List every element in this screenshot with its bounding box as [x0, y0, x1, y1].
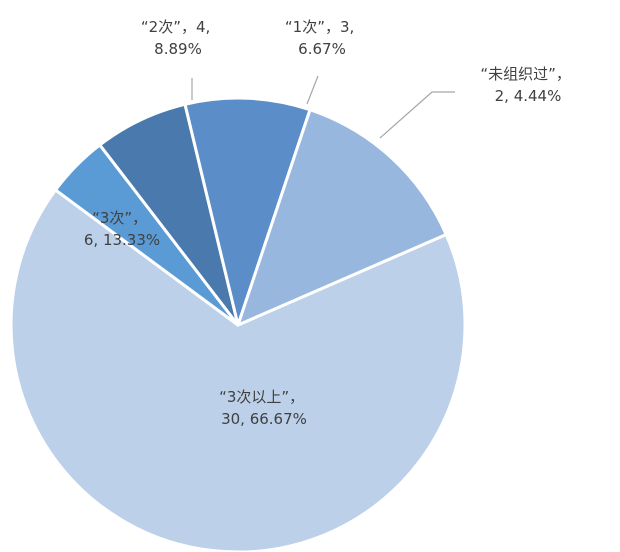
- leader-line-weizuzhiguo: [379, 91, 455, 139]
- data-labels: “3次以上”， 30, 66.67% “未组织过”， 2, 4.44% “1次”…: [84, 18, 575, 428]
- leader-lines: [191, 75, 455, 139]
- pie-slice-3ci-yishang: [9, 188, 467, 552]
- data-label-2ci: “2次”，4, 8.89%: [141, 18, 215, 58]
- pie-slices: [9, 96, 467, 552]
- data-label-1ci: “1次”，3, 6.67%: [285, 18, 359, 58]
- leader-line-1ci: [306, 75, 319, 105]
- pie-slice-2ci: [183, 96, 312, 327]
- data-label-3ci: “3次”， 6, 13.33%: [84, 209, 160, 249]
- data-label-weizuzhiguo: “未组织过”， 2, 4.44%: [480, 65, 575, 105]
- data-label-3ci-yishang: “3次以上”， 30, 66.67%: [219, 388, 309, 428]
- pie-slice-3ci: [236, 108, 448, 327]
